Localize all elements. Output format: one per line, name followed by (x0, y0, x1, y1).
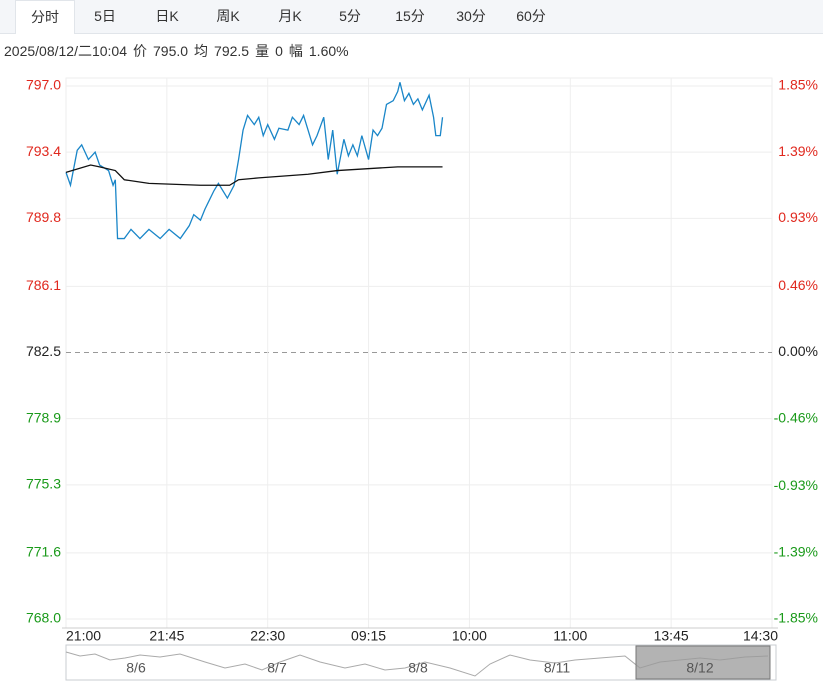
navigator-label: 8/12 (686, 660, 713, 676)
y2-tick-label: -0.46% (774, 409, 818, 425)
info-label: 价 (133, 43, 147, 59)
info-value: 792.5 (214, 43, 250, 59)
navigator-label: 8/8 (408, 660, 428, 676)
y2-tick-label: 0.93% (778, 209, 818, 225)
navigator-label: 8/7 (267, 660, 287, 676)
info-label: 均 (194, 43, 209, 59)
x-tick-label: 22:30 (250, 628, 285, 644)
y-tick-label: 768.0 (26, 610, 61, 626)
info-label: 量 (255, 43, 270, 59)
average-line (65, 164, 443, 186)
x-tick-label: 09:15 (351, 628, 386, 644)
x-tick-label: 13:45 (654, 628, 689, 644)
y-tick-label: 786.1 (26, 277, 61, 293)
info-label: 幅 (288, 43, 303, 59)
tab[interactable]: 日K (155, 8, 179, 24)
y-tick-label: 782.5 (26, 343, 61, 359)
grid (65, 77, 773, 629)
price-line (65, 82, 444, 240)
info-line: 2025/08/12/二10:04 价 795.0 均 792.5 量 0 幅 1.60% (4, 41, 355, 61)
x-tick-label: 10:00 (452, 628, 487, 644)
y2-tick-label: 0.00% (778, 343, 818, 359)
x-tick-label: 14:30 (743, 628, 778, 644)
tab-bar: 分时 5日 日K 周K 月K 5分 15分 30分 60分 (0, 0, 823, 34)
y2-tick-label: -1.39% (774, 543, 818, 559)
tab[interactable]: 60分 (516, 8, 546, 24)
tab[interactable]: 周K (216, 8, 240, 24)
y2-tick-label: -0.93% (774, 477, 818, 493)
y2-tick-label: -1.85% (774, 610, 818, 626)
tab[interactable]: 30分 (456, 8, 486, 24)
tab[interactable]: 5日 (94, 8, 116, 24)
y-tick-label: 771.6 (26, 544, 61, 560)
y-tick-label: 793.4 (26, 143, 61, 159)
x-tick-label: 21:45 (149, 628, 184, 644)
y-tick-label: 778.9 (26, 409, 61, 425)
info-value: 0 (275, 43, 283, 59)
x-tick-label: 21:00 (66, 628, 101, 644)
tab[interactable]: 15分 (395, 8, 425, 24)
x-tick-label: 11:00 (553, 628, 587, 644)
navigator-label: 8/6 (126, 660, 146, 676)
y-tick-label: 797.0 (26, 77, 61, 93)
y-tick-label: 789.8 (26, 209, 61, 225)
tab[interactable]: 月K (278, 8, 302, 24)
info-value: 1.60% (308, 43, 349, 59)
tab[interactable]: 5分 (339, 8, 361, 24)
y2-tick-label: 1.39% (778, 143, 818, 159)
y2-tick-label: 0.46% (778, 277, 818, 293)
info-value: 795.0 (153, 43, 189, 59)
tab[interactable]: 分时 (15, 0, 75, 34)
y-tick-label: 775.3 (26, 476, 61, 492)
info-time: 2025/08/12/二10:04 (4, 43, 127, 59)
y2-tick-label: 1.85% (778, 77, 818, 93)
navigator-label: 8/11 (544, 660, 570, 676)
navigator-selection[interactable] (635, 645, 771, 680)
